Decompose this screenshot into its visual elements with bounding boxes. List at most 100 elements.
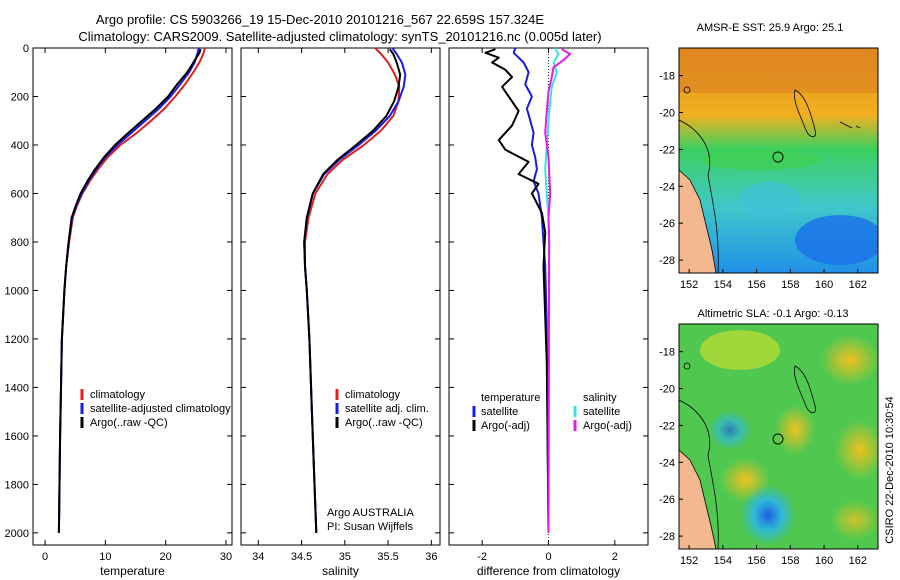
- map-y-tick-label: -24: [659, 457, 675, 469]
- sla-argo-position: [772, 433, 784, 445]
- map-x-tick-label: 154: [714, 555, 732, 567]
- sla-land-coast: [679, 449, 717, 549]
- sst-front: [700, 150, 820, 170]
- figure-title-line2: Climatology: CARS2009. Satellite-adjuste…: [78, 29, 601, 44]
- sla-high-patch: [835, 420, 878, 480]
- legend-label: climatology: [345, 389, 401, 401]
- difference-x-axis-label: difference from climatology: [477, 564, 620, 578]
- map-x-tick-label: 162: [849, 279, 867, 291]
- map-x-tick-label: 160: [815, 555, 833, 567]
- salinity-x-axis-label: salinity: [322, 564, 359, 578]
- map-y-tick-label: -24: [659, 181, 675, 193]
- x-tick-label: 35: [339, 551, 351, 563]
- legend-label: Argo(..raw -QC): [90, 417, 168, 429]
- y-tick-label: 0: [23, 43, 29, 55]
- map-x-tick-label: 162: [849, 555, 867, 567]
- sst-reef-marks: [839, 121, 861, 129]
- sla-depth-contour: [679, 399, 719, 549]
- sla-reef-contour: [793, 365, 817, 414]
- legend-label: Argo(-adj): [583, 420, 632, 432]
- figure-title-line1: Argo profile: CS 5903266_19 15-Dec-2010 …: [96, 12, 544, 27]
- sst-map-frame: [678, 47, 879, 274]
- sst-reef-contour: [793, 89, 817, 138]
- y-tick-label: 800: [11, 237, 29, 249]
- salinity-panel: 34 34.5 35 35.5 36 salinity climatology satelli…: [240, 47, 441, 578]
- map-y-tick-label: -18: [659, 347, 675, 359]
- x-tick-label: 34.5: [291, 551, 312, 563]
- map-y-tick-label: -18: [659, 71, 675, 83]
- x-tick-label: 36: [425, 551, 437, 563]
- y-tick-label: 200: [11, 91, 29, 103]
- sst-cool-patch: [795, 215, 878, 265]
- y-tick-label: 600: [11, 188, 29, 200]
- temperature-panel: 0 200 400 600 800 1000 1200 1400 1600 1800 2000 0 10…: [5, 43, 233, 578]
- sla-high-patch: [820, 335, 878, 385]
- map-x-tick-label: 154: [714, 279, 732, 291]
- sla-anomaly-patch: [700, 330, 780, 370]
- x-tick-label: 20: [160, 551, 172, 563]
- sst-map-ticks: 152 154 156 158 160 162 -18 -20 -22 -24 -26 -28: [659, 71, 867, 291]
- legend-label: satellite: [481, 406, 518, 418]
- temperature-axes-frame: [32, 47, 233, 546]
- x-tick-label: 0: [545, 551, 551, 563]
- x-tick-label: -2: [477, 551, 487, 563]
- legend-label: climatology: [90, 389, 146, 401]
- argo-agency-note: Argo AUSTRALIA: [327, 507, 414, 519]
- map-y-tick-label: -20: [659, 108, 675, 120]
- y-tick-label: 1200: [5, 334, 29, 346]
- sst-island: [683, 86, 691, 94]
- series-argo-raw-qc-: [303, 48, 402, 533]
- x-tick-label: 34: [252, 551, 264, 563]
- sst-argo-position: [772, 151, 784, 163]
- sla-map-ticks: 152 154 156 158 160 162 -18 -20 -22 -24 -26 -28: [659, 347, 867, 567]
- map-y-tick-label: -28: [659, 531, 675, 543]
- sla-low-patch: [740, 485, 796, 545]
- x-tick-label: 35.5: [377, 551, 398, 563]
- sla-high-patch: [830, 500, 878, 540]
- y-tick-label: 2000: [5, 528, 29, 540]
- sst-map: AMSR-E SST: 25.9 Argo: 25.1 152 154 156 158…: [659, 22, 879, 291]
- sst-cool-patch: [740, 182, 800, 218]
- map-y-tick-label: -26: [659, 218, 675, 230]
- sla-high-patch: [775, 405, 815, 455]
- side-timestamp-label: CSIRO 22-Dec-2010 10:30:54: [884, 396, 896, 543]
- series-salinity-argo-adj-: [544, 48, 572, 533]
- salinity-axes-frame: [240, 47, 441, 546]
- legend-label: Argo(..raw -QC): [345, 417, 423, 429]
- y-tick-label: 400: [11, 140, 29, 152]
- legend-temperature-title: temperature: [481, 392, 540, 404]
- map-y-tick-label: -22: [659, 420, 675, 432]
- series-temperature-argo-adj-: [484, 48, 550, 533]
- map-x-tick-label: 158: [781, 279, 799, 291]
- map-y-tick-label: -20: [659, 384, 675, 396]
- sla-island: [683, 362, 691, 370]
- map-y-tick-label: -26: [659, 494, 675, 506]
- temperature-x-axis-label: temperature: [100, 564, 165, 578]
- map-y-tick-label: -22: [659, 144, 675, 156]
- sst-depth-contour: [679, 119, 719, 273]
- x-tick-label: 10: [99, 551, 111, 563]
- y-tick-label: 1000: [5, 285, 29, 297]
- sst-map-title: AMSR-E SST: 25.9 Argo: 25.1: [697, 22, 844, 34]
- legend-label: satellite: [583, 406, 620, 418]
- y-tick-label: 1400: [5, 382, 29, 394]
- map-x-tick-label: 152: [680, 279, 698, 291]
- x-tick-label: 2: [612, 551, 618, 563]
- series-temperature-satellite: [512, 47, 550, 533]
- sla-map-frame: [678, 323, 879, 550]
- sst-land-coast: [679, 169, 717, 273]
- sla-map: Altimetric SLA: -0.1 Argo: -0.13 152 154 1…: [659, 308, 879, 567]
- legend-label: satellite-adjusted climatology: [90, 403, 231, 415]
- y-tick-label: 1600: [5, 431, 29, 443]
- series-argo-raw-qc-: [57, 48, 202, 533]
- argo-pi-note: PI: Susan Wijffels: [327, 521, 413, 533]
- legend-label: Argo(-adj): [481, 420, 530, 432]
- map-x-tick-label: 152: [680, 555, 698, 567]
- legend-salinity-title: salinity: [583, 392, 617, 404]
- map-x-tick-label: 156: [747, 555, 765, 567]
- map-y-tick-label: -28: [659, 255, 675, 267]
- y-tick-label: 1800: [5, 479, 29, 491]
- sst-warm-band: [679, 48, 878, 93]
